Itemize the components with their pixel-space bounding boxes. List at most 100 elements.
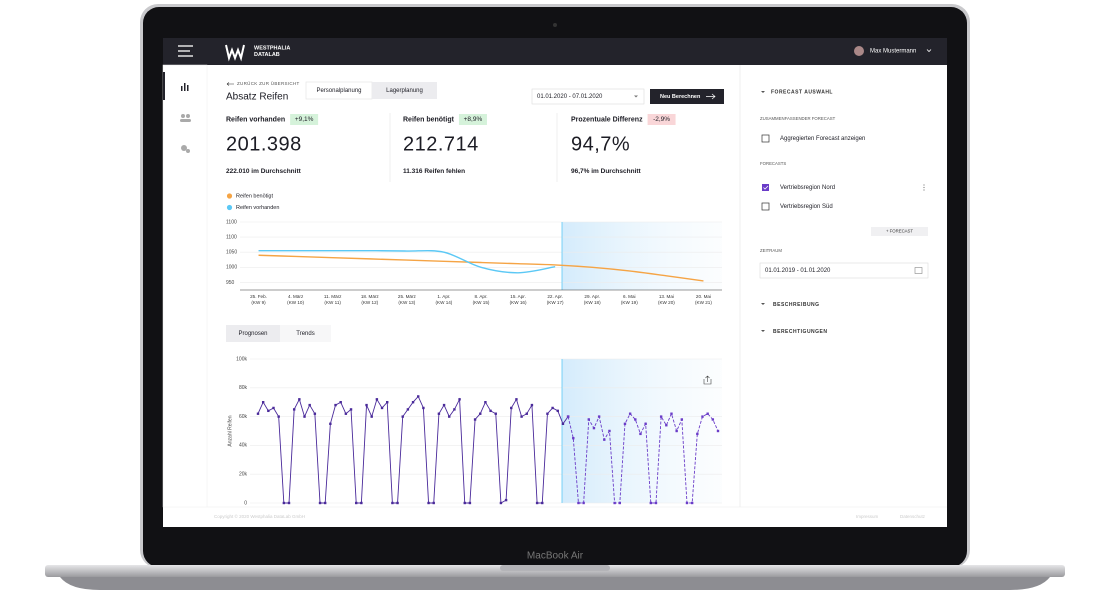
data-point bbox=[267, 409, 270, 413]
date-range[interactable]: 01.01.2020 - 07.01.2020 bbox=[537, 94, 603, 100]
chart-tab-label[interactable]: Prognosen bbox=[238, 331, 267, 337]
y-tick-label: 1000 bbox=[226, 265, 237, 271]
footer-link[interactable]: Impressum bbox=[856, 514, 879, 519]
kpi-value: 212.714 bbox=[403, 133, 479, 155]
date-picker[interactable] bbox=[531, 88, 645, 105]
back-arrow[interactable] bbox=[226, 82, 234, 86]
data-point bbox=[329, 422, 332, 425]
data-point bbox=[603, 438, 606, 441]
data-point bbox=[308, 403, 311, 407]
data-point bbox=[623, 422, 627, 425]
tab-label[interactable]: Lagerplanung bbox=[386, 88, 423, 94]
y-tick-label: 100k bbox=[236, 356, 247, 362]
data-point bbox=[546, 412, 549, 415]
checkbox-label[interactable]: Vertriebsregion Süd bbox=[780, 204, 833, 210]
data-point bbox=[442, 403, 446, 407]
data-point bbox=[566, 415, 570, 418]
y-tick-label: 40k bbox=[239, 443, 248, 449]
x-tick-label: 20. Mai bbox=[696, 294, 711, 299]
data-point bbox=[510, 406, 513, 410]
back-link[interactable]: ZURÜCK ZUR ÜBERSICHT bbox=[237, 80, 300, 86]
caret[interactable] bbox=[926, 49, 932, 53]
period-input[interactable] bbox=[759, 262, 929, 279]
tab-label[interactable]: Personalplanung bbox=[316, 88, 361, 94]
x-tick-label: (KW 15) bbox=[473, 300, 490, 305]
y-axis-label: Anzahl Reifen bbox=[227, 415, 233, 446]
user-name[interactable]: Max Mustermann bbox=[870, 49, 916, 55]
tab-active[interactable] bbox=[372, 82, 437, 99]
caret[interactable] bbox=[761, 303, 765, 305]
chart-tab-label[interactable]: Trends bbox=[296, 331, 314, 337]
data-point bbox=[597, 415, 601, 418]
checkbox-label[interactable]: Vertriebsregion Nord bbox=[780, 185, 835, 191]
data-point bbox=[479, 412, 482, 415]
data-point bbox=[380, 406, 384, 410]
y-tick-label: 1050 bbox=[226, 250, 237, 256]
data-point bbox=[298, 398, 301, 401]
data-point bbox=[287, 501, 291, 505]
brand: DATALAB bbox=[254, 52, 280, 58]
checkbox[interactable] bbox=[761, 134, 770, 143]
calendar-icon[interactable] bbox=[914, 267, 923, 274]
data-point bbox=[473, 418, 477, 421]
data-point bbox=[639, 432, 642, 436]
y-tick-label: 1100 bbox=[226, 234, 237, 240]
data-point bbox=[391, 501, 394, 505]
data-point bbox=[458, 398, 461, 401]
x-tick-label: 8. Apr. bbox=[474, 294, 487, 299]
x-tick-label: 25. Feb. bbox=[250, 294, 267, 299]
data-point bbox=[365, 403, 368, 407]
menu-icon[interactable] bbox=[178, 45, 193, 57]
chart-tab-active[interactable] bbox=[226, 325, 280, 342]
nav-icon-settings[interactable] bbox=[181, 145, 190, 153]
button-arrow[interactable] bbox=[706, 93, 716, 100]
data-point bbox=[282, 501, 286, 505]
checkbox[interactable] bbox=[761, 202, 770, 211]
brand: WESTPHALIA bbox=[254, 45, 290, 51]
x-tick-label: (KW 12) bbox=[361, 300, 378, 305]
notch bbox=[500, 565, 610, 571]
data-point bbox=[484, 401, 487, 404]
kpi-label: Prozentuale Differenz bbox=[571, 116, 643, 123]
export-icon[interactable] bbox=[703, 375, 712, 385]
data-point bbox=[313, 412, 317, 415]
more-icon[interactable] bbox=[923, 184, 925, 191]
button-label[interactable]: Neu Berechnen bbox=[660, 94, 701, 100]
data-point bbox=[535, 501, 539, 505]
data-point bbox=[670, 412, 673, 415]
x-tick-label: 29. Apr. bbox=[584, 294, 600, 299]
x-tick-label: 4. März bbox=[288, 294, 304, 299]
legend-label: Reifen benötigt bbox=[236, 193, 273, 199]
add-button[interactable] bbox=[871, 227, 928, 236]
section-toggle[interactable]: BERECHTIGUNGEN bbox=[773, 329, 828, 335]
checkbox-checked[interactable] bbox=[762, 184, 769, 191]
avatar[interactable] bbox=[854, 46, 864, 56]
y-tick-label: 80k bbox=[239, 385, 248, 391]
section-heading: ZUSAMMENFASSENDER FORECAST bbox=[760, 116, 836, 121]
series-line bbox=[567, 412, 719, 504]
section-toggle[interactable]: BESCHREIBUNG bbox=[773, 302, 820, 308]
data-point bbox=[618, 501, 621, 505]
nav-icon-chart[interactable] bbox=[181, 83, 189, 91]
data-point bbox=[696, 432, 699, 436]
nav-icon-users[interactable] bbox=[180, 114, 191, 122]
add-button-label[interactable]: + FORECAST bbox=[886, 229, 913, 234]
data-point bbox=[582, 501, 585, 505]
checkbox-label[interactable]: Aggregierten Forecast anzeigen bbox=[780, 136, 865, 142]
top-nav bbox=[163, 38, 947, 65]
x-tick-label: (KW 20) bbox=[658, 300, 675, 305]
data-point bbox=[685, 501, 689, 505]
data-point bbox=[577, 501, 580, 505]
camera bbox=[553, 23, 557, 27]
period-value[interactable]: 01.01.2019 - 01.01.2020 bbox=[765, 268, 831, 274]
data-point bbox=[680, 418, 684, 421]
caret[interactable] bbox=[761, 330, 765, 332]
chart-tab[interactable] bbox=[280, 325, 331, 342]
section-heading: ZEITRAUM bbox=[760, 248, 782, 253]
caret[interactable] bbox=[634, 95, 638, 98]
footer-link[interactable]: Datenschutz bbox=[900, 514, 926, 519]
data-point bbox=[592, 426, 596, 430]
series-line bbox=[258, 254, 704, 282]
button[interactable] bbox=[650, 89, 724, 104]
caret bbox=[761, 91, 765, 93]
